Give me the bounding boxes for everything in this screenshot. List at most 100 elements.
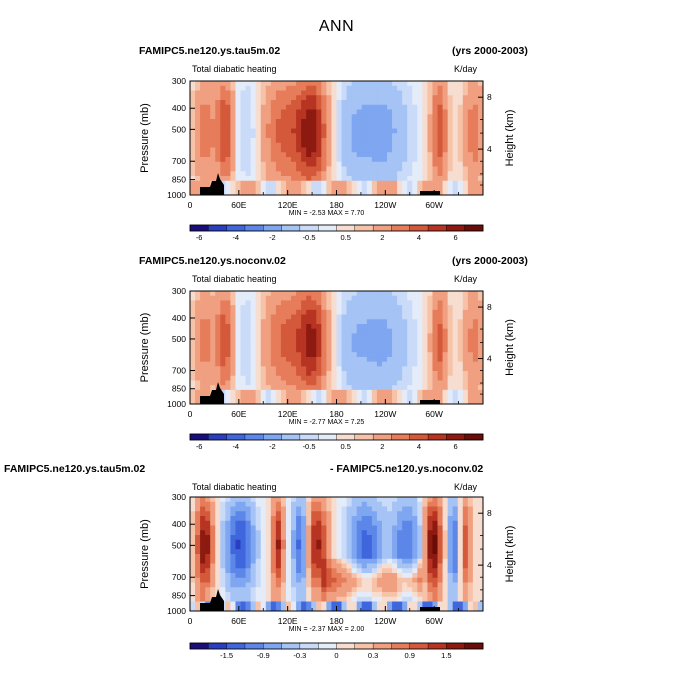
heatmap-cell [265,114,272,120]
heatmap-cell [447,95,454,101]
heatmap-cell [402,371,408,377]
heatmap-cell [346,300,353,306]
heatmap-cell [225,85,231,91]
heatmap-cell [215,361,221,367]
heatmap-cell [392,138,398,144]
heatmap-cell [356,342,363,348]
heatmap-cell [280,333,287,339]
heatmap-cell [255,525,262,531]
heatmap-cell [371,123,378,129]
heatmap-cell [205,342,211,348]
heatmap-cell [280,558,287,564]
heatmap-cell [210,142,216,148]
heatmap-cell [397,587,403,593]
heatmap-cell [275,338,282,344]
heatmap-cell [225,161,231,167]
heatmap-cell [230,333,236,339]
heatmap-cell [472,399,479,405]
heatmap-cell [376,166,383,172]
heatmap-cell [326,133,332,139]
heatmap-cell [457,554,464,560]
heatmap-cell [356,171,363,177]
heatmap-cell [190,568,196,574]
heatmap-cell [336,530,342,536]
heatmap-cell [432,361,438,367]
heatmap-cell [427,573,433,579]
heatmap-cell [220,161,226,167]
heatmap-cell [265,347,272,353]
heatmap-cell [366,161,373,167]
heatmap-cell [285,501,292,507]
heatmap-cell [240,399,246,405]
heatmap-cell [442,133,449,139]
heatmap-cell [472,592,479,598]
heatmap-cell [311,606,317,612]
heatmap-cell [452,606,459,612]
heatmap-cell [280,95,287,101]
heatmap-cell [220,81,226,87]
heatmap-cell [296,171,302,177]
heatmap-cell [472,554,479,560]
heatmap-cell [265,338,272,344]
heatmap-cell [326,568,332,574]
heatmap-cell [265,596,272,602]
heatmap-cell [255,323,262,330]
heatmap-cell [341,309,347,315]
heatmap-cell [427,152,433,158]
heatmap-cell [321,342,327,348]
heatmap-cell [195,180,201,186]
heatmap-cell [467,596,474,602]
heatmap-cell [285,323,292,330]
heatmap-cell [285,328,292,334]
heatmap-cell [407,104,413,110]
heatmap-cell [255,601,262,607]
heatmap-cell [356,333,363,339]
heatmap-cell [477,558,484,564]
heatmap-cell [205,356,211,363]
heatmap-cell [306,291,312,297]
heatmap-cell [376,185,383,191]
heatmap-cell [260,166,267,172]
heatmap-cell [407,601,413,607]
heatmap-cell [477,291,484,297]
heatmap-cell [230,587,236,593]
heatmap-cell [270,601,277,607]
heatmap-cell [265,100,272,106]
heatmap-cell [462,516,469,522]
heatmap-cell [407,138,413,144]
heatmap-cell [422,520,428,526]
heatmap-cell [381,300,388,306]
heatmap-cell [417,535,423,541]
heatmap-cell [467,563,474,569]
heatmap-cell [371,577,378,583]
heatmap-cell [427,309,433,315]
heatmap-cell [321,601,327,607]
heatmap-cell [336,185,342,191]
heatmap-cell [275,582,282,588]
heatmap-cell [326,95,332,101]
heatmap-cell [316,399,322,405]
heatmap-cell [351,361,358,367]
heatmap-cell [381,385,388,391]
heatmap-cell [457,328,464,334]
heatmap-cell [387,95,393,101]
x-tick-label: 120W [374,409,396,419]
heatmap-cell [205,539,211,545]
heatmap-cell [442,338,449,344]
heatmap-cell [245,119,252,125]
heatmap-cell [381,530,388,536]
heatmap-cell [452,114,459,120]
heatmap-cell [351,152,358,158]
heatmap-cell [205,314,211,320]
heatmap-cell [301,601,307,607]
heatmap-cell [387,582,393,588]
heatmap-cell [275,114,282,120]
heatmap-cell [412,166,418,172]
heatmap-cell [462,157,469,163]
heatmap-cell [230,361,236,367]
heatmap-cell [280,511,287,517]
heatmap-cell [437,95,443,101]
heatmap-cell [225,185,231,191]
heatmap-cell [366,380,373,386]
heatmap-cell [245,366,252,372]
